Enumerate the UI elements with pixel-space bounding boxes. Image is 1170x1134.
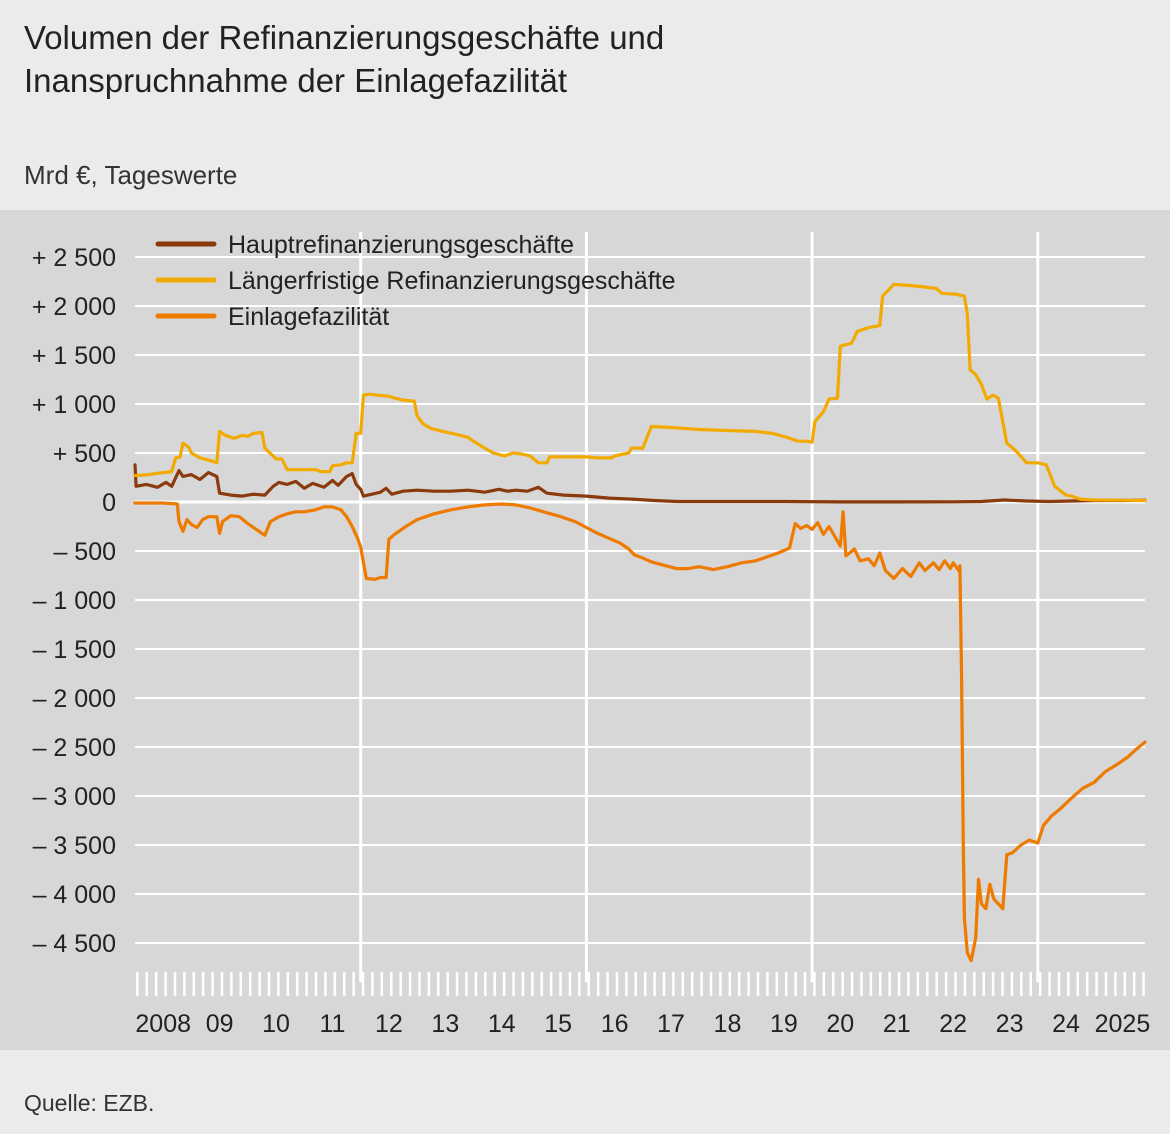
x-tick-label: 12 [375, 1010, 403, 1038]
line-chart: + 2 500 + 2 000 + 1 500 + 1 000 + 500 0 – 500 –… [0, 210, 1170, 1050]
y-tick-label: – 4 000 [33, 881, 116, 909]
x-tick-label: 2025 [1095, 1010, 1151, 1038]
source-note: Quelle: EZB. [24, 1090, 155, 1116]
y-tick-label: – 2 000 [33, 685, 116, 713]
y-tick-label: – 4 500 [33, 930, 116, 958]
x-tick-label: 16 [601, 1010, 629, 1038]
chart-title-line-1: Volumen der Refinanzierungsgeschäfte und [24, 19, 665, 56]
y-tick-label: – 500 [53, 538, 116, 566]
y-tick-label: – 3 500 [33, 832, 116, 860]
x-tick-label: 17 [657, 1010, 685, 1038]
y-tick-label: – 3 000 [33, 783, 116, 811]
x-axis: 2008 09 10 11 12 13 14 15 16 17 18 19 20 21 22 23 24 2025 [135, 972, 1150, 1038]
x-tick-label: 10 [262, 1010, 290, 1038]
x-tick-label: 2008 [135, 1010, 191, 1038]
y-tick-label: + 2 500 [32, 244, 116, 272]
x-tick-label: 09 [206, 1010, 234, 1038]
chart-panel: + 2 500 + 2 000 + 1 500 + 1 000 + 500 0 – 500 –… [0, 210, 1170, 1050]
series-lines [133, 282, 1147, 963]
x-tick-label: 11 [320, 1010, 346, 1038]
x-tick-label: 13 [431, 1010, 459, 1038]
x-tick-label: 15 [544, 1010, 572, 1038]
legend-label-haupt: Hauptrefinanzierungsgeschäfte [228, 231, 574, 259]
series-line-haupt [133, 463, 1147, 504]
series-line-einlage [133, 501, 1147, 963]
x-tick-label: 14 [488, 1010, 516, 1038]
x-tick-label: 18 [714, 1010, 742, 1038]
x-tick-label: 22 [939, 1010, 967, 1038]
y-axis-tick-labels: + 2 500 + 2 000 + 1 500 + 1 000 + 500 0 – 500 –… [32, 244, 116, 958]
x-tick-label: 20 [826, 1010, 854, 1038]
x-tick-label: 24 [1052, 1010, 1080, 1038]
y-tick-label: + 1 000 [32, 391, 116, 419]
legend: Hauptrefinanzierungsgeschäfte Längerfrist… [155, 231, 676, 331]
y-tick-label: + 1 500 [32, 342, 116, 370]
series-line-laenger [133, 282, 1147, 503]
chart-subtitle: Mrd €, Tageswerte [24, 160, 238, 190]
y-tick-label: – 1 000 [33, 587, 116, 615]
chart-title: Volumen der Refinanzierungsgeschäfte und… [24, 16, 664, 102]
y-tick-label: + 500 [53, 440, 116, 468]
legend-label-laenger: Längerfristige Refinanzierungsgeschäfte [228, 267, 676, 295]
y-tick-label: – 1 500 [33, 636, 116, 664]
x-tick-label: 19 [770, 1010, 798, 1038]
y-tick-label: 0 [102, 489, 116, 517]
y-tick-label: + 2 000 [32, 293, 116, 321]
x-tick-label: 21 [883, 1010, 911, 1038]
gridlines [135, 232, 1145, 983]
legend-label-einlage: Einlagefazilität [228, 303, 389, 331]
chart-title-line-2: Inanspruchnahme der Einlagefazilität [24, 62, 568, 99]
x-tick-label: 23 [996, 1010, 1024, 1038]
y-tick-label: – 2 500 [33, 734, 116, 762]
